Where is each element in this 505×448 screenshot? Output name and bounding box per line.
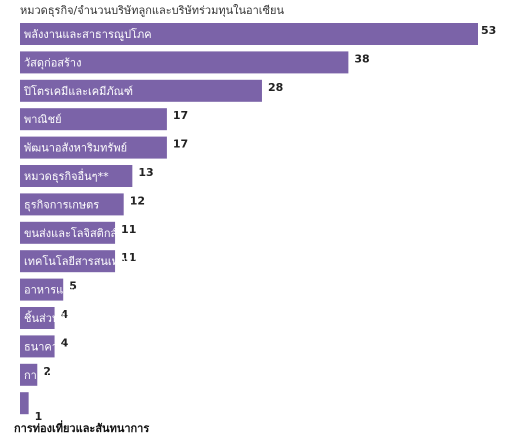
category-label-1: พลังงานและสาธารณูปโภค (24, 27, 152, 41)
value-label-6: 13 (138, 166, 153, 179)
category-label-9: เทคโนโลยีสารสนเทศและการสื่อสาร (24, 253, 197, 268)
category-label-7: ธุรกิจการเกษตร (24, 198, 99, 211)
value-label-7: 12 (130, 194, 145, 207)
bar-5 (20, 136, 167, 159)
value-label-11: 4 (61, 308, 69, 321)
value-label-5: 17 (173, 138, 188, 151)
bar-3 (20, 79, 262, 102)
value-label-13: 2 (43, 365, 51, 378)
category-label-4: พาณิชย์ (24, 113, 62, 126)
bar-13 (20, 363, 38, 386)
chart-header: หมวดธุรกิจ/จำนวนบริษัทลูกและบริษัทร่วมทุ… (20, 4, 284, 17)
bar-9 (20, 250, 116, 273)
value-label-12: 4 (61, 336, 69, 349)
category-label-2: วัสดุก่อสร้าง (24, 56, 81, 69)
value-label-8: 11 (121, 223, 136, 236)
category-label-11: ชิ้นส่วนอิเล็กฯ (24, 310, 89, 325)
bar-7 (20, 193, 124, 216)
bar-6 (20, 165, 133, 187)
bar-1 (20, 23, 478, 45)
bar-4 (20, 108, 167, 131)
category-label-6: หมวดธุรกิจอื่นๆ** (24, 168, 109, 183)
category-label-13: การแพทย์ (24, 369, 71, 382)
value-label-14: 1 (35, 410, 43, 423)
category-label-3: ปิโตรเคมีและเคมีภัณฑ์ (23, 84, 133, 98)
bars-group: 53 พลังงานและสาธารณูปโภค 38 วัสดุก่อสร้าง 28… (14, 23, 496, 435)
value-label-3: 28 (268, 81, 283, 94)
category-label-5: พัฒนาอสังหาริมทรัพย์ (24, 142, 127, 155)
bar-14 (20, 392, 29, 415)
value-label-10: 5 (69, 280, 77, 293)
bar-2 (20, 51, 349, 74)
bar-8 (20, 221, 116, 244)
bar-11 (20, 307, 55, 329)
category-label-12: ธนาคาร (24, 340, 64, 353)
value-label-9: 11 (121, 251, 136, 264)
category-label-10: อาหารและเครื่องดื่ม (24, 282, 119, 297)
bar-12 (20, 335, 55, 358)
value-label-4: 17 (173, 109, 188, 122)
category-label-8: ขนส่งและโลจิสติกส์ (24, 226, 117, 240)
value-label-1: 53 (481, 24, 496, 37)
category-label-14: การท่องเที่ยวและสันทนาการ (14, 420, 149, 435)
bar-10 (20, 278, 64, 301)
value-label-2: 38 (354, 52, 369, 65)
